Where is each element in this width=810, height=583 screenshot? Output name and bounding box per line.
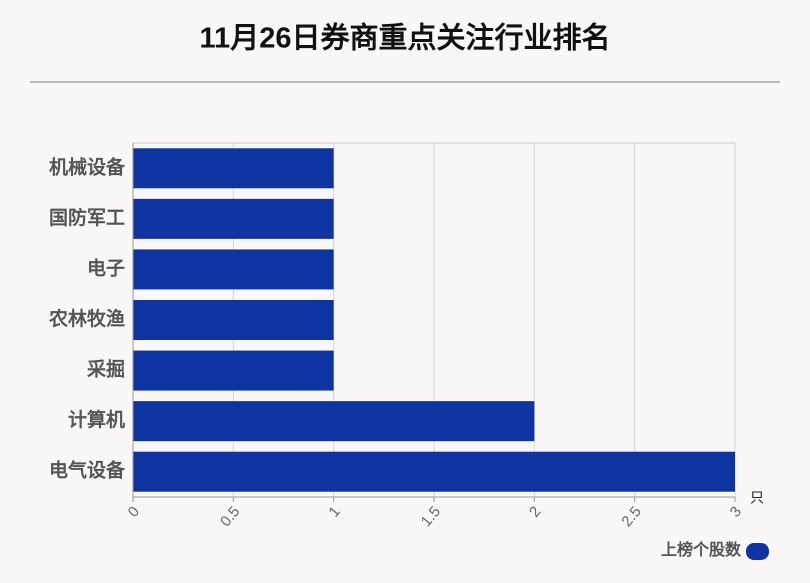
y-tick-label: 农林牧渔 <box>48 307 125 330</box>
y-tick-label: 采掘 <box>87 358 125 381</box>
bar <box>133 300 334 340</box>
x-tick-label: 2 <box>526 503 544 520</box>
x-tick-label: 3 <box>727 503 745 520</box>
y-tick-label: 电气设备 <box>49 459 126 482</box>
bar <box>133 249 334 290</box>
x-tick-label: 0.5 <box>217 503 243 530</box>
bar <box>133 401 535 442</box>
x-unit: 只 <box>750 490 764 506</box>
bar <box>133 350 334 391</box>
y-tick-label: 电子 <box>87 256 125 279</box>
bar <box>133 148 334 189</box>
y-tick-label: 机械设备 <box>49 155 126 178</box>
x-tick-label: 2.5 <box>618 503 644 530</box>
y-tick-label: 国防军工 <box>49 206 125 229</box>
legend-swatch <box>746 543 769 560</box>
x-tick-label: 1.5 <box>418 503 444 530</box>
y-tick-label: 计算机 <box>68 408 125 431</box>
bar <box>133 451 735 492</box>
x-tick-label: 0 <box>125 503 143 520</box>
x-tick-label: 1 <box>325 503 343 520</box>
bar <box>133 198 334 239</box>
chart-title: 11月26日券商重点关注行业排名 <box>200 21 611 55</box>
legend-label: 上榜个股数 <box>661 540 742 559</box>
